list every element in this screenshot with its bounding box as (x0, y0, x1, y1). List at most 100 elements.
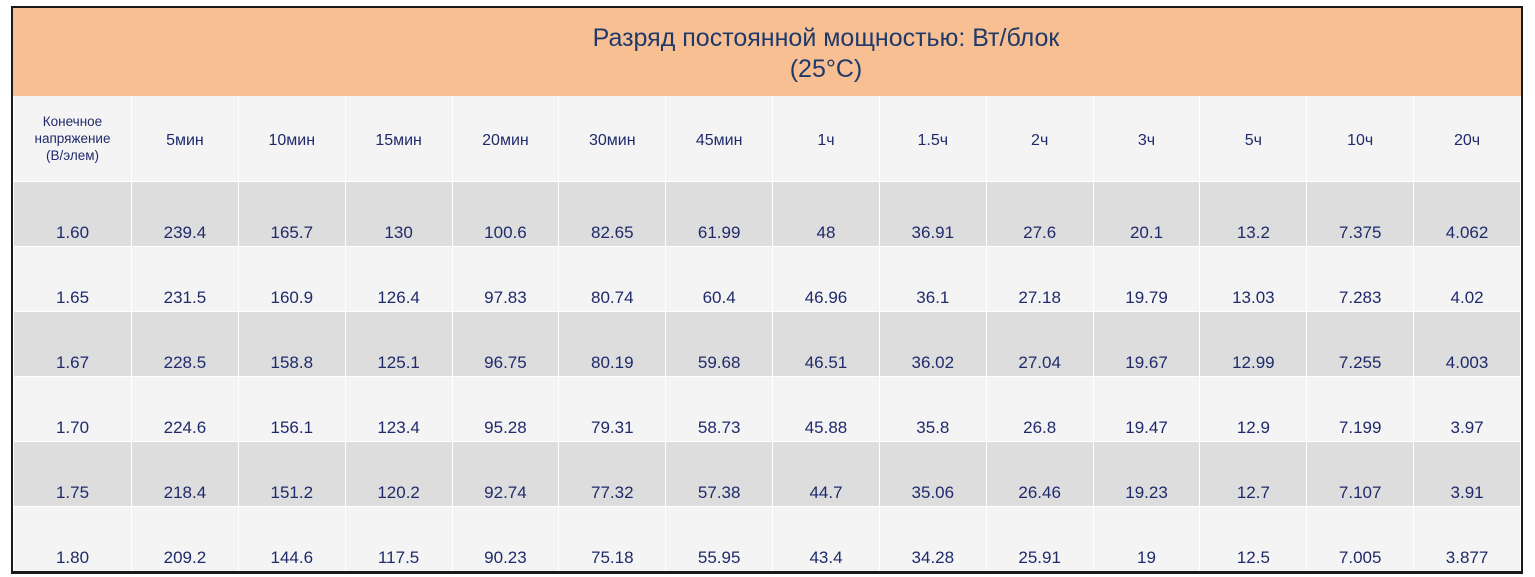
power-value-cell: 151.2 (237, 441, 346, 507)
power-value-cell: 144.6 (237, 506, 346, 571)
column-header: 20ч (1413, 95, 1521, 182)
power-value-cell: 130 (344, 181, 453, 247)
table-row: 1.80 209.2 144.6 117.5 90.23 75.18 55.95 43.4 34… (13, 506, 1521, 571)
power-value-cell: 60.4 (665, 246, 774, 312)
power-value-cell: 7.005 (1306, 506, 1415, 571)
power-value-cell: 96.75 (451, 311, 560, 377)
power-value-cell: 19.23 (1092, 441, 1201, 507)
power-value-cell: 12.9 (1199, 376, 1308, 442)
power-value-cell: 3.877 (1413, 506, 1521, 571)
power-value-cell: 97.83 (451, 246, 560, 312)
power-value-cell: 7.107 (1306, 441, 1415, 507)
power-value-cell: 4.02 (1413, 246, 1521, 312)
title-row: Разряд постоянной мощностью: Вт/блок (25… (13, 8, 1521, 96)
power-value-cell: 100.6 (451, 181, 560, 247)
table-title-line-1: Разряд постоянной мощностью: Вт/блок (592, 24, 1060, 52)
power-value-cell: 58.73 (665, 376, 774, 442)
power-value-cell: 36.1 (878, 246, 987, 312)
power-value-cell: 19.47 (1092, 376, 1201, 442)
power-value-cell: 125.1 (344, 311, 453, 377)
end-voltage-cell: 1.70 (13, 376, 132, 442)
power-value-cell: 3.97 (1413, 376, 1521, 442)
power-value-cell: 160.9 (237, 246, 346, 312)
power-value-cell: 43.4 (772, 506, 880, 571)
power-value-cell: 48 (772, 181, 880, 247)
table-row: 1.75 218.4 151.2 120.2 92.74 77.32 57.38 44.7 35… (13, 441, 1521, 507)
power-value-cell: 12.5 (1199, 506, 1308, 571)
power-value-cell: 95.28 (451, 376, 560, 442)
end-voltage-header-line-1: Конечное (42, 114, 103, 129)
power-value-cell: 55.95 (665, 506, 774, 571)
power-value-cell: 156.1 (237, 376, 346, 442)
power-value-cell: 218.4 (131, 441, 239, 507)
power-value-cell: 228.5 (131, 311, 239, 377)
power-value-cell: 7.199 (1306, 376, 1415, 442)
title-blank-cell (13, 8, 132, 96)
power-value-cell: 77.32 (558, 441, 667, 507)
table-title-line-2: (25°C) (789, 55, 863, 83)
power-value-cell: 19 (1092, 506, 1201, 571)
power-value-cell: 13.03 (1199, 246, 1308, 312)
power-value-cell: 36.02 (878, 311, 987, 377)
power-value-cell: 26.46 (985, 441, 1094, 507)
power-value-cell: 25.91 (985, 506, 1094, 571)
power-value-cell: 36.91 (878, 181, 987, 247)
column-header: 30мин (558, 95, 667, 182)
end-voltage-header-line-3: (В/элем) (45, 148, 99, 163)
power-value-cell: 45.88 (772, 376, 880, 442)
power-value-cell: 34.28 (878, 506, 987, 571)
power-value-cell: 13.2 (1199, 181, 1308, 247)
table-row: 1.65 231.5 160.9 126.4 97.83 80.74 60.4 46.96 36… (13, 246, 1521, 312)
power-value-cell: 165.7 (237, 181, 346, 247)
power-value-cell: 92.74 (451, 441, 560, 507)
table-title: Разряд постоянной мощностью: Вт/блок (25… (131, 8, 1521, 96)
power-value-cell: 7.283 (1306, 246, 1415, 312)
end-voltage-header-line-2: напряжение (34, 131, 111, 146)
column-header: 45мин (665, 95, 774, 182)
power-value-cell: 82.65 (558, 181, 667, 247)
power-value-cell: 19.67 (1092, 311, 1201, 377)
column-header: 2ч (985, 95, 1094, 182)
end-voltage-header: Конечное напряжение (В/элем) (13, 95, 132, 182)
end-voltage-cell: 1.65 (13, 246, 132, 312)
column-header: 1.5ч (878, 95, 987, 182)
power-value-cell: 26.8 (985, 376, 1094, 442)
power-value-cell: 27.18 (985, 246, 1094, 312)
column-header: 10мин (237, 95, 346, 182)
power-value-cell: 79.31 (558, 376, 667, 442)
power-value-cell: 19.79 (1092, 246, 1201, 312)
column-header: 10ч (1306, 95, 1415, 182)
column-header: 5ч (1199, 95, 1308, 182)
column-header: 20мин (451, 95, 560, 182)
power-value-cell: 61.99 (665, 181, 774, 247)
power-value-cell: 35.06 (878, 441, 987, 507)
end-voltage-cell: 1.67 (13, 311, 132, 377)
column-header-row: Конечное напряжение (В/элем) 5мин 10мин 15… (13, 95, 1521, 182)
power-value-cell: 90.23 (451, 506, 560, 571)
power-value-cell: 7.375 (1306, 181, 1415, 247)
power-value-cell: 231.5 (131, 246, 239, 312)
discharge-table-frame: Разряд постоянной мощностью: Вт/блок (25… (11, 6, 1523, 574)
power-value-cell: 35.8 (878, 376, 987, 442)
power-value-cell: 46.96 (772, 246, 880, 312)
power-value-cell: 126.4 (344, 246, 453, 312)
power-value-cell: 12.7 (1199, 441, 1308, 507)
column-header: 1ч (772, 95, 880, 182)
power-value-cell: 158.8 (237, 311, 346, 377)
power-value-cell: 224.6 (131, 376, 239, 442)
power-value-cell: 3.91 (1413, 441, 1521, 507)
table-row: 1.60 239.4 165.7 130 100.6 82.65 61.99 48 36.91 2… (13, 181, 1521, 247)
power-value-cell: 4.062 (1413, 181, 1521, 247)
power-value-cell: 4.003 (1413, 311, 1521, 377)
end-voltage-cell: 1.60 (13, 181, 132, 247)
power-value-cell: 80.74 (558, 246, 667, 312)
power-value-cell: 80.19 (558, 311, 667, 377)
power-value-cell: 120.2 (344, 441, 453, 507)
end-voltage-cell: 1.80 (13, 506, 132, 571)
power-value-cell: 27.6 (985, 181, 1094, 247)
column-header: 5мин (131, 95, 239, 182)
table-row: 1.70 224.6 156.1 123.4 95.28 79.31 58.73 45.88 3… (13, 376, 1521, 442)
table-row: 1.67 228.5 158.8 125.1 96.75 80.19 59.68 46.51 3… (13, 311, 1521, 377)
column-header: 3ч (1092, 95, 1201, 182)
power-value-cell: 209.2 (131, 506, 239, 571)
